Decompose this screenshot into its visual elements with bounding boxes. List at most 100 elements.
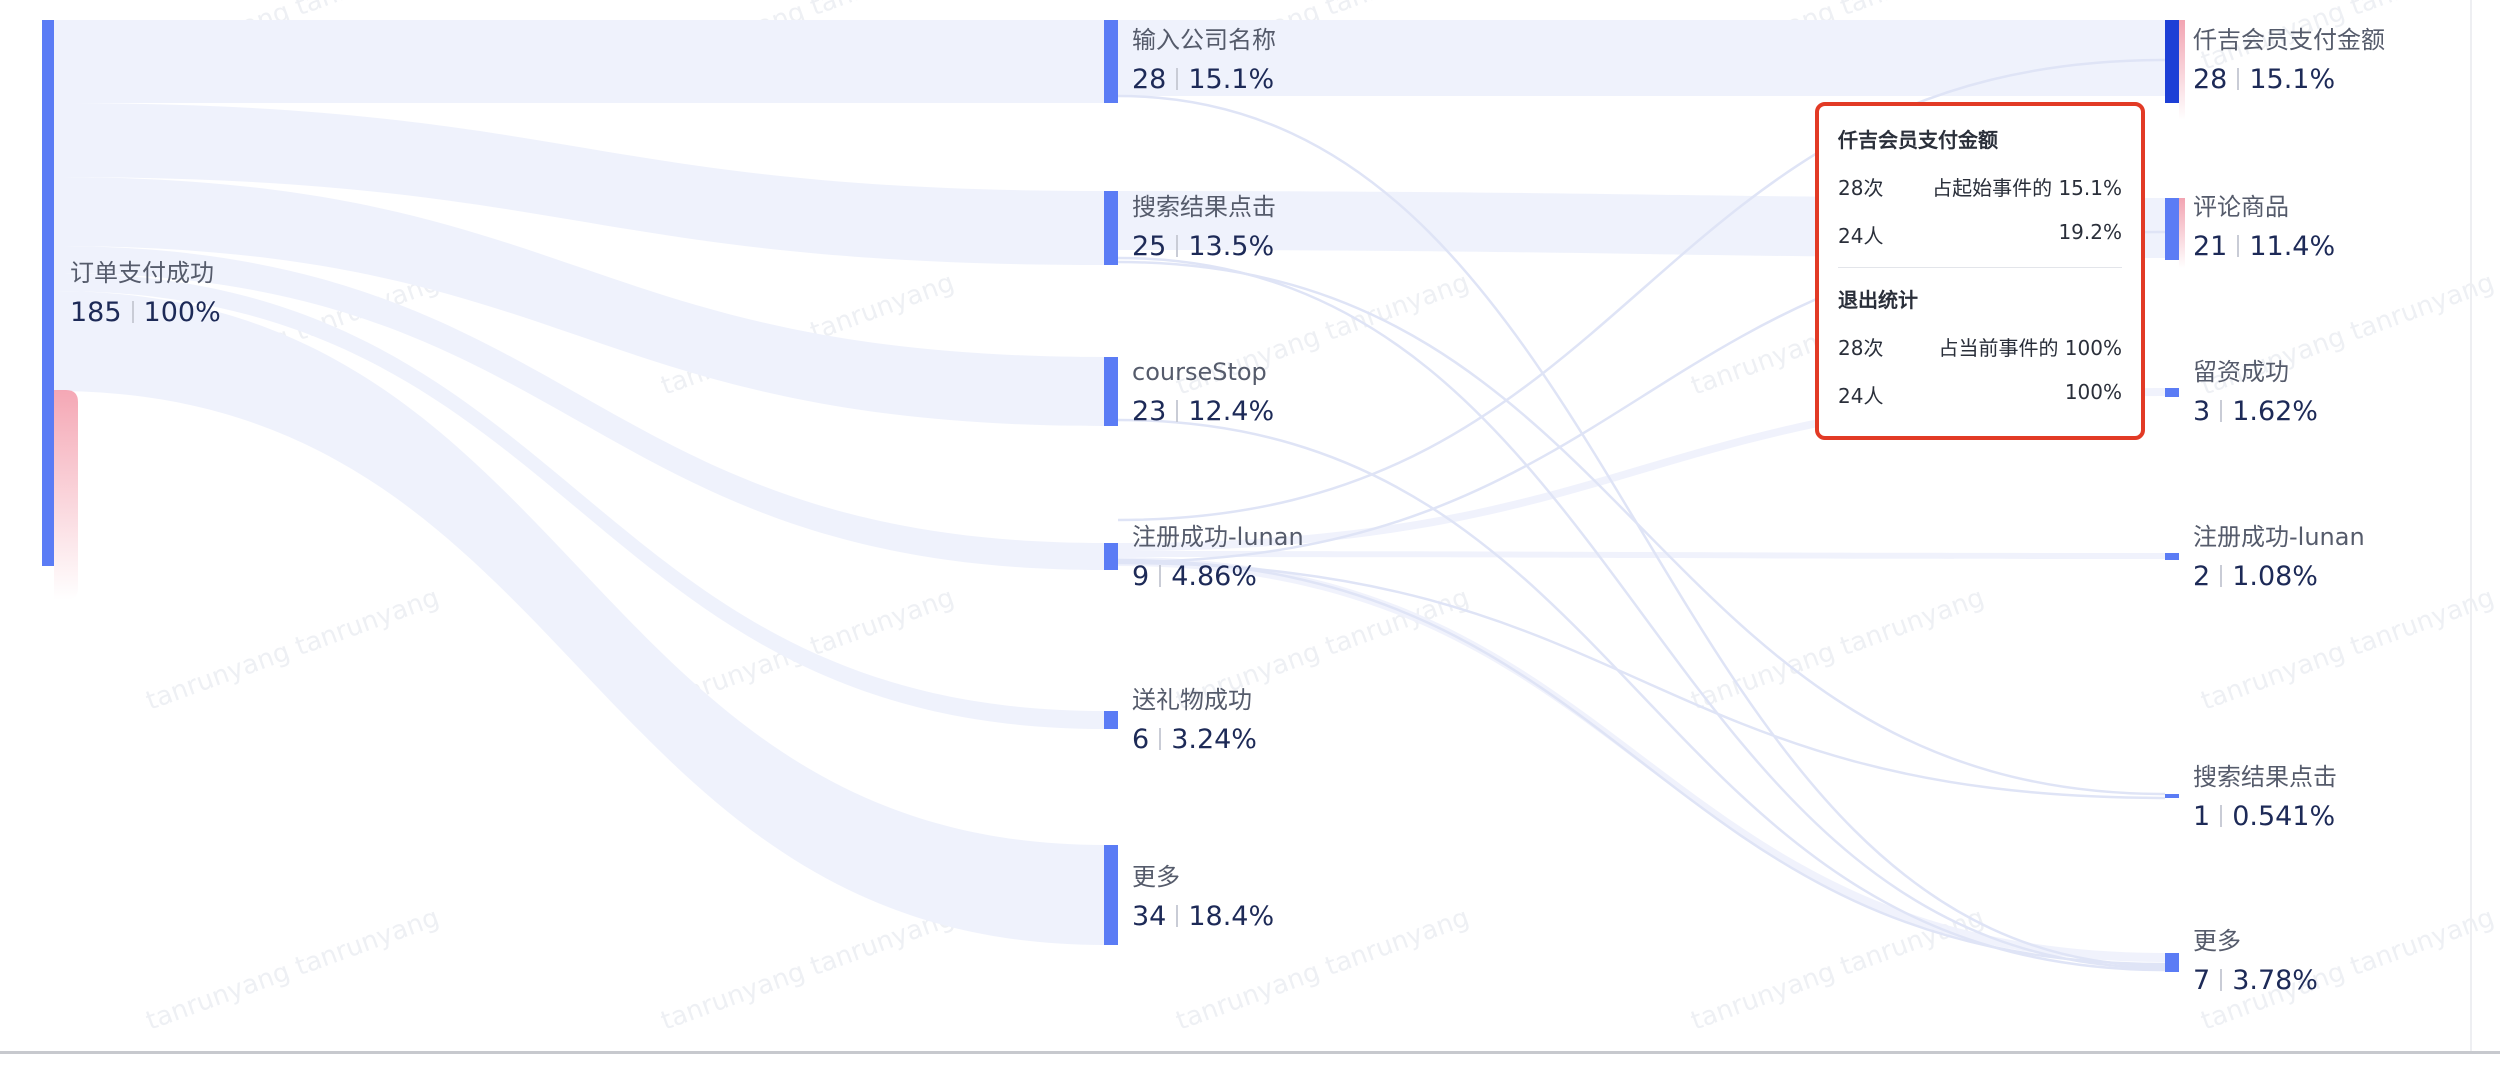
- stat-separator: [1176, 235, 1179, 257]
- flow-link-thin: [1117, 94, 2166, 968]
- tooltip-row-right: 100%: [2064, 380, 2122, 404]
- node-stat: 28 15.1%: [1132, 63, 1274, 97]
- node-name[interactable]: 注册成功-lunan: [2193, 523, 2365, 551]
- node-count: 28: [1132, 64, 1167, 95]
- node-stat: 28 15.1%: [2193, 63, 2335, 97]
- node-stat: 25 13.5%: [1132, 230, 1274, 264]
- node-stat: 34 18.4%: [1132, 900, 1274, 934]
- node-tooltip: 仟吉会员支付金额 28次 占起始事件的 15.1% 24人 19.2% 退出统计…: [1815, 102, 2145, 440]
- node-bar: [2165, 198, 2179, 260]
- node-count: 9: [1132, 561, 1150, 592]
- node-name[interactable]: 订单支付成功: [70, 259, 214, 287]
- node-name[interactable]: 评论商品: [2193, 193, 2289, 221]
- node-bar: [1104, 191, 1118, 265]
- tooltip-row-right: 占当前事件的 100%: [1938, 336, 2122, 360]
- watermark-text: tanrunyang tanrunyang: [1687, 903, 1988, 1037]
- node-percent: 3.78%: [2232, 965, 2318, 996]
- node-count: 23: [1132, 396, 1167, 427]
- node-name[interactable]: 留资成功: [2193, 358, 2289, 386]
- node-percent: 18.4%: [1188, 901, 1275, 932]
- flow-link: [1118, 388, 2165, 551]
- dropoff-indicator: [2179, 20, 2185, 120]
- flow-link-thin: [1117, 561, 2166, 800]
- stat-separator: [1176, 905, 1179, 927]
- node-stat: 7 3.78%: [2193, 964, 2318, 998]
- watermark-text: tanrunyang tanrunyang: [142, 903, 443, 1037]
- tooltip-row: 28次 占当前事件的 100%: [1838, 332, 2122, 361]
- node-name[interactable]: 注册成功-lunan: [1132, 523, 1304, 551]
- node-count: 1: [2193, 801, 2211, 832]
- flow-link: [1118, 557, 2165, 962]
- node-percent: 4.86%: [1171, 561, 1257, 592]
- node-name[interactable]: 更多: [1132, 863, 1180, 891]
- node-bar: [1104, 20, 1118, 103]
- node-bar: [1104, 711, 1118, 729]
- stat-separator: [2237, 68, 2240, 90]
- flow-link-thin: [1117, 558, 2166, 966]
- node-stat: 6 3.24%: [1132, 723, 1257, 757]
- flow-link-thin: [1117, 256, 2166, 970]
- flow-link-thin: [1117, 58, 2166, 522]
- node-bar: [2165, 553, 2179, 560]
- stat-separator: [1159, 728, 1162, 750]
- flow-link: [1118, 20, 2165, 96]
- node-count: 6: [1132, 724, 1150, 755]
- node-percent: 13.5%: [1188, 231, 1275, 262]
- node-bar: [1104, 357, 1118, 426]
- stat-separator: [1176, 400, 1179, 422]
- node-count: 2: [2193, 561, 2211, 592]
- node-bar: [2165, 20, 2179, 103]
- node-percent: 15.1%: [1188, 64, 1275, 95]
- node-percent: 3.24%: [1171, 724, 1257, 755]
- flow-link: [54, 177, 1104, 426]
- link-layer: [54, 20, 2165, 962]
- flow-link: [54, 103, 1104, 265]
- node-name[interactable]: 搜索结果点击: [1132, 193, 1276, 221]
- node-bar: [2165, 794, 2179, 798]
- stat-separator: [2220, 969, 2223, 991]
- flow-link: [54, 246, 1104, 570]
- stat-separator: [2237, 235, 2240, 257]
- node-name[interactable]: 送礼物成功: [1132, 686, 1252, 714]
- node-name[interactable]: 搜索结果点击: [2193, 763, 2337, 791]
- node-stat: 1 0.541%: [2193, 800, 2335, 834]
- node-percent: 11.4%: [2249, 231, 2336, 262]
- node-name[interactable]: 输入公司名称: [1132, 26, 1276, 54]
- dropoff-indicator: [2179, 198, 2185, 268]
- stat-separator: [131, 301, 134, 323]
- panel-edge: [2470, 0, 2472, 1051]
- node-stat: 3 1.62%: [2193, 395, 2318, 429]
- node-percent: 1.62%: [2232, 396, 2318, 427]
- stat-separator: [2220, 805, 2223, 827]
- node-stat: 23 12.4%: [1132, 395, 1274, 429]
- node-bar: [42, 20, 54, 566]
- node-count: 28: [2193, 64, 2228, 95]
- node-count: 25: [1132, 231, 1167, 262]
- node-stat: 185 100%: [70, 296, 221, 330]
- node-stat: 2 1.08%: [2193, 560, 2318, 594]
- node-name[interactable]: 仟吉会员支付金额: [2193, 26, 2385, 54]
- node-count: 7: [2193, 965, 2211, 996]
- watermark-text: tanrunyang tanrunyang: [657, 903, 958, 1037]
- tooltip-row-left: 28次: [1838, 176, 1884, 200]
- node-count: 34: [1132, 901, 1167, 932]
- flow-link: [54, 291, 1104, 945]
- stat-separator: [1159, 565, 1162, 587]
- flow-link-thin: [1117, 260, 2166, 796]
- tooltip-row: 24人 19.2%: [1838, 220, 2122, 249]
- node-count: 21: [2193, 231, 2228, 262]
- node-count: 3: [2193, 396, 2211, 427]
- stat-separator: [1176, 68, 1179, 90]
- node-bar: [1104, 845, 1118, 945]
- tooltip-row-left: 28次: [1838, 336, 1884, 360]
- node-name[interactable]: courseStop: [1132, 358, 1267, 386]
- flow-link: [54, 273, 1104, 729]
- watermark-text: tanrunyang tanrunyang: [1687, 583, 1988, 717]
- node-percent: 12.4%: [1188, 396, 1275, 427]
- node-name[interactable]: 更多: [2193, 927, 2241, 955]
- node-bar: [2165, 953, 2179, 972]
- tooltip-row-left: 24人: [1838, 384, 1884, 408]
- node-stat: 21 11.4%: [2193, 230, 2335, 264]
- flow-link: [54, 20, 1104, 103]
